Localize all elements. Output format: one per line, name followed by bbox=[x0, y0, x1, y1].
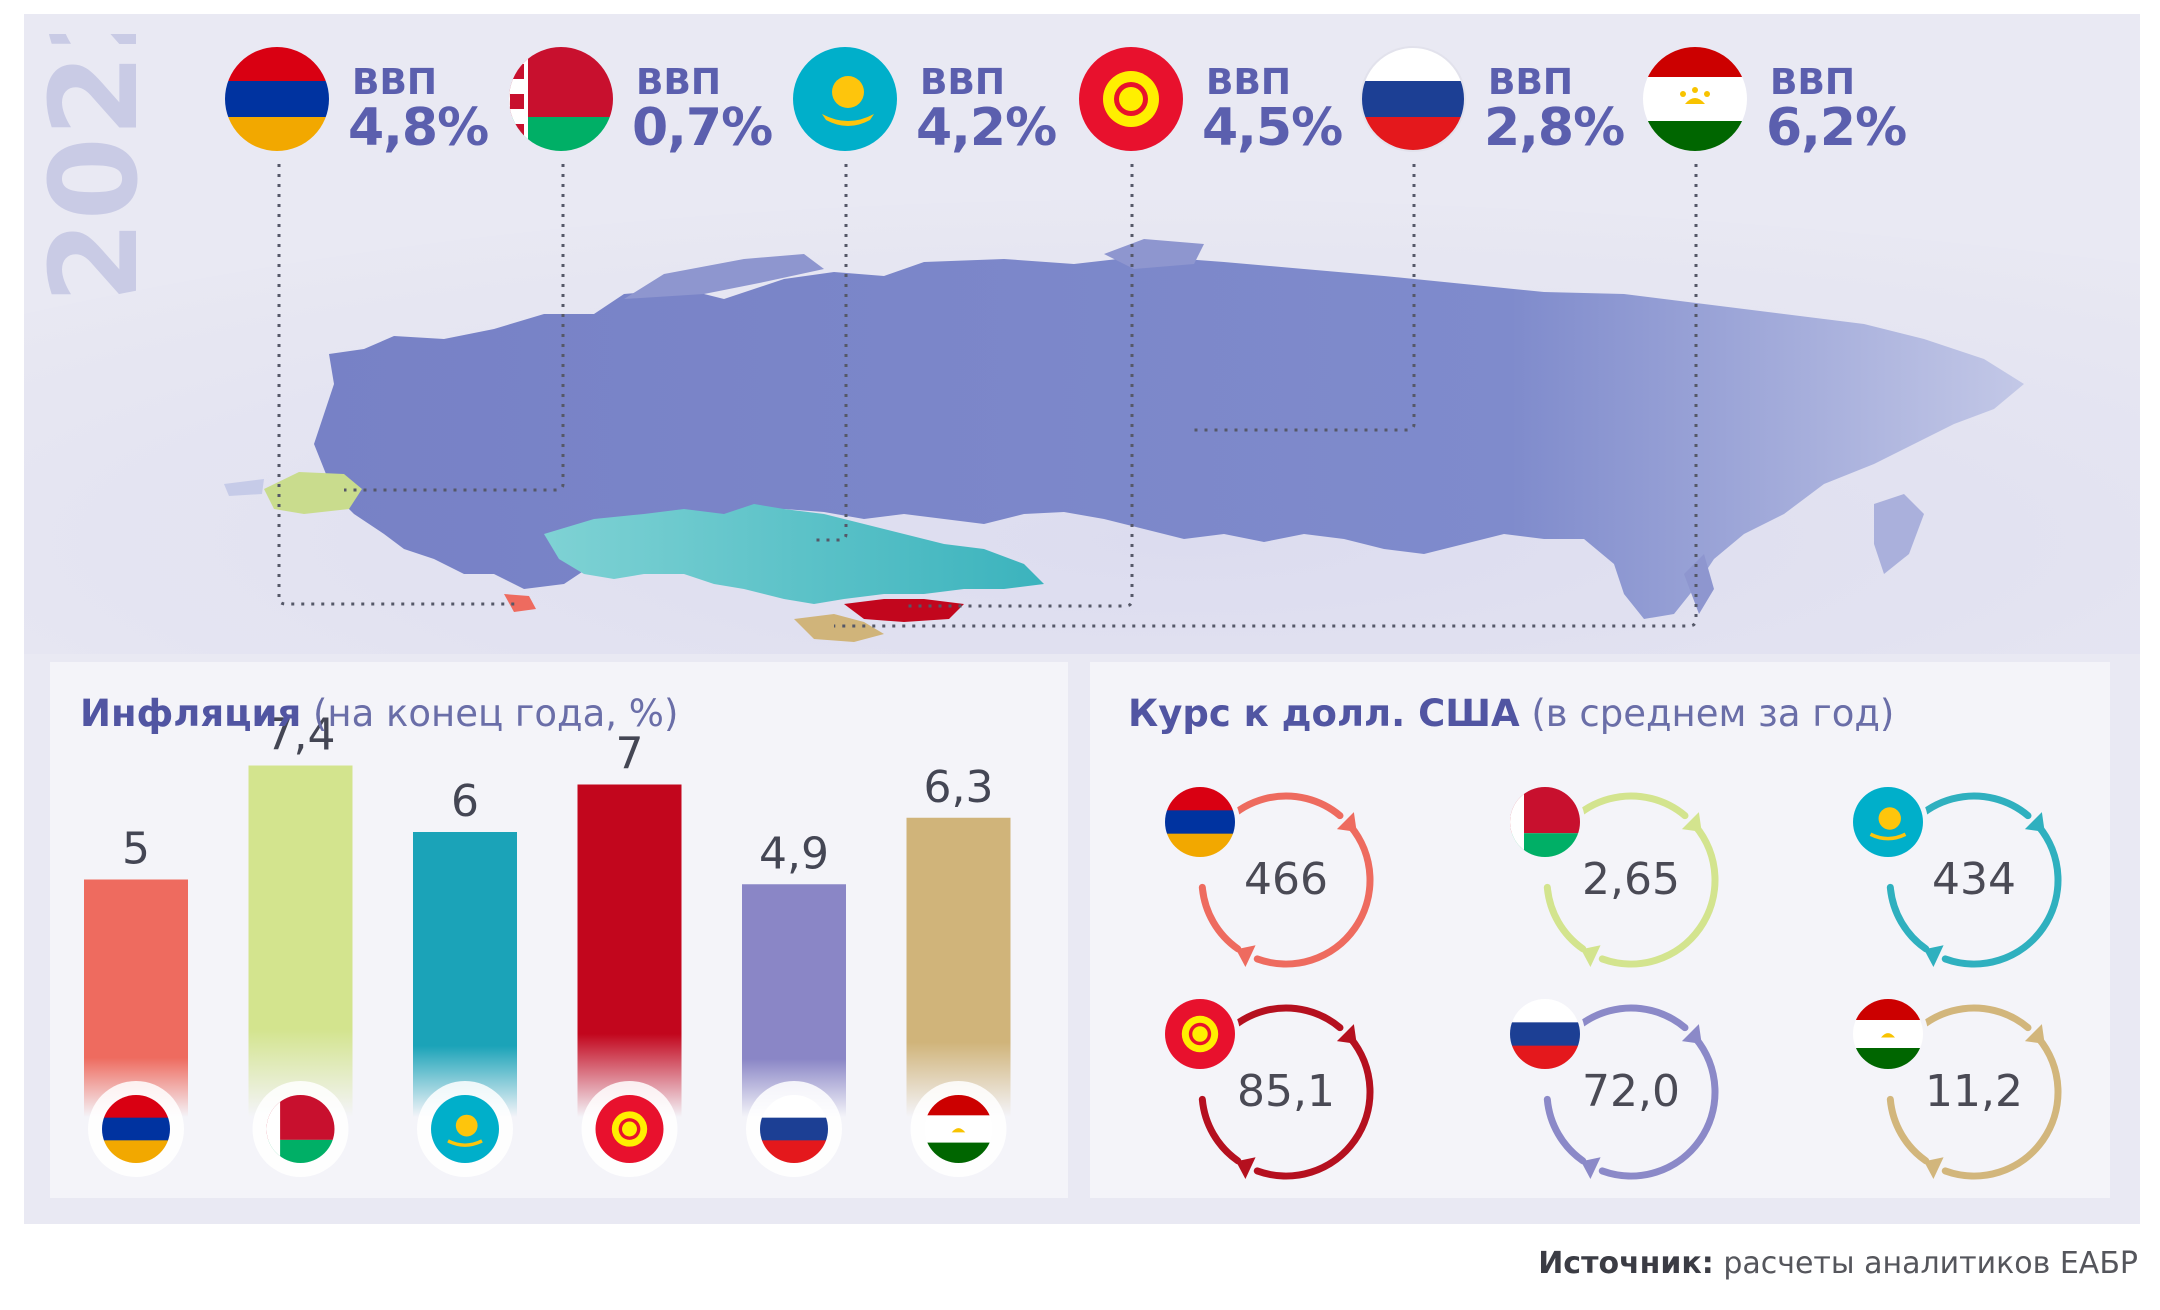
russia-flag-icon bbox=[1360, 46, 1466, 152]
inflation-bar-belarus bbox=[248, 765, 353, 1117]
gdp-label: ВВП bbox=[352, 62, 438, 103]
gdp-kyrgyzstan: ВВП 4,5% bbox=[1076, 44, 1346, 164]
belarus-flag-icon bbox=[1510, 787, 1580, 857]
leader-belarus bbox=[344, 164, 565, 492]
gdp-label: ВВП bbox=[1488, 62, 1574, 103]
year-text: 2022 bbox=[44, 34, 154, 304]
inflation-bar-kyrgyzstan bbox=[577, 784, 682, 1117]
leader-tajikistan bbox=[834, 164, 1698, 628]
source-text: расчеты аналитиков ЕАБР bbox=[1723, 1246, 2138, 1281]
exchange-rate-value: 466 bbox=[1244, 854, 1328, 905]
kyrgyzstan-flag-icon bbox=[1165, 999, 1235, 1069]
armenia-flag-icon bbox=[102, 1095, 170, 1163]
leader-kyrgyzstan bbox=[904, 164, 1134, 608]
kazakhstan-flag-icon bbox=[431, 1095, 499, 1163]
exchange-rate-kazakhstan: 434 bbox=[1848, 782, 2062, 968]
tajikistan-flag-icon bbox=[1643, 47, 1747, 151]
exchange-rate-value: 72,0 bbox=[1582, 1066, 1680, 1117]
inflation-title: Инфляция (на конец года, %) bbox=[80, 692, 678, 735]
inflation-bar-chart: 5 7,4 6 7 4,9 6,3 bbox=[84, 710, 1011, 1177]
inflation-value-label: 5 bbox=[122, 824, 150, 875]
exchange-rate-kyrgyzstan: 85,1 bbox=[1160, 994, 1374, 1180]
exchange-rate-armenia: 466 bbox=[1160, 782, 1374, 968]
eaeu-map bbox=[24, 164, 2140, 654]
inflation-value-label: 7,4 bbox=[266, 710, 336, 761]
gdp-label: ВВП bbox=[1206, 62, 1292, 103]
gdp-value: 2,8% bbox=[1484, 98, 1625, 158]
belarus-flag-icon bbox=[266, 1095, 335, 1163]
exchange-rate-russia: 72,0 bbox=[1505, 994, 1719, 1180]
gdp-kazakhstan: ВВП 4,2% bbox=[790, 44, 1060, 164]
gdp-label: ВВП bbox=[1770, 62, 1856, 103]
gdp-armenia: ВВП 4,8% bbox=[222, 44, 492, 164]
inflation-value-label: 6,3 bbox=[924, 762, 994, 813]
inflation-bar-tajikistan bbox=[906, 817, 1011, 1117]
russia-flag-icon bbox=[760, 1095, 828, 1163]
exchange-rate-card: 466 2,65 434 85,1 72,0 11,2 Курс к долл. США … bbox=[1090, 662, 2110, 1198]
leader-russia bbox=[1194, 164, 1416, 432]
inflation-value-label: 6 bbox=[451, 776, 479, 827]
armenia-flag-icon bbox=[1165, 787, 1235, 857]
source-note: Источник: расчеты аналитиков ЕАБР bbox=[1538, 1246, 2138, 1281]
inflation-value-label: 4,9 bbox=[759, 828, 829, 879]
kazakhstan-flag-icon bbox=[1853, 787, 1923, 857]
map-tajikistan bbox=[794, 614, 884, 642]
inflation-title-note: (на конец года, %) bbox=[312, 692, 679, 735]
map-russia bbox=[314, 256, 2024, 619]
gdp-label: ВВП bbox=[636, 62, 722, 103]
inflation-bar-kazakhstan bbox=[413, 832, 517, 1117]
inflation-bar-armenia bbox=[84, 879, 188, 1117]
gdp-value: 0,7% bbox=[632, 98, 773, 158]
tajikistan-flag-icon bbox=[924, 1095, 993, 1163]
belarus-flag-icon bbox=[509, 47, 613, 151]
kazakhstan-flag-icon bbox=[793, 47, 897, 151]
exchange-rate-value: 11,2 bbox=[1925, 1066, 2023, 1117]
gdp-value: 4,2% bbox=[916, 98, 1057, 158]
exchange-rate-tajikistan: 11,2 bbox=[1848, 994, 2062, 1180]
inflation-value-label: 7 bbox=[616, 729, 644, 780]
exchange-rate-title-bold: Курс к долл. США bbox=[1128, 692, 1520, 735]
map-kazakhstan bbox=[544, 504, 1044, 604]
inflation-bar-russia bbox=[742, 884, 846, 1117]
kyrgyzstan-flag-icon bbox=[1079, 47, 1183, 151]
map-armenia bbox=[504, 594, 536, 612]
gdp-tajikistan: ВВП 6,2% bbox=[1640, 44, 1910, 164]
exchange-rate-value: 2,65 bbox=[1582, 854, 1680, 905]
exchange-rate-belarus: 2,65 bbox=[1505, 782, 1719, 968]
leader-kazakhstan bbox=[814, 164, 848, 542]
year-label: 2022 bbox=[44, 34, 154, 304]
gdp-value: 4,5% bbox=[1202, 98, 1343, 158]
inflation-card: 5 7,4 6 7 4,9 6,3 Инфляция (на конец года, %) bbox=[50, 662, 1068, 1198]
exchange-rate-value: 85,1 bbox=[1237, 1066, 1335, 1117]
gdp-russia: ВВП 2,8% bbox=[1358, 44, 1628, 164]
exchange-rate-rings: 466 2,65 434 85,1 72,0 11,2 bbox=[1160, 782, 2062, 1180]
map-belarus bbox=[264, 472, 362, 514]
source-label: Источник: bbox=[1538, 1246, 1714, 1281]
map-kyrgyzstan bbox=[844, 599, 964, 622]
exchange-rate-value: 434 bbox=[1932, 854, 2016, 905]
inflation-title-bold: Инфляция bbox=[80, 692, 302, 735]
exchange-rate-title: Курс к долл. США (в среднем за год) bbox=[1128, 692, 1894, 735]
tajikistan-flag-icon bbox=[1853, 999, 1923, 1069]
gdp-label: ВВП bbox=[920, 62, 1006, 103]
gdp-value: 6,2% bbox=[1766, 98, 1907, 158]
kyrgyzstan-flag-icon bbox=[595, 1095, 664, 1163]
exchange-rate-title-note: (в среднем за год) bbox=[1531, 692, 1895, 735]
gdp-belarus: ВВП 0,7% bbox=[506, 44, 776, 164]
russia-flag-icon bbox=[1510, 999, 1580, 1069]
armenia-flag-icon bbox=[225, 47, 329, 151]
gdp-value: 4,8% bbox=[348, 98, 489, 158]
